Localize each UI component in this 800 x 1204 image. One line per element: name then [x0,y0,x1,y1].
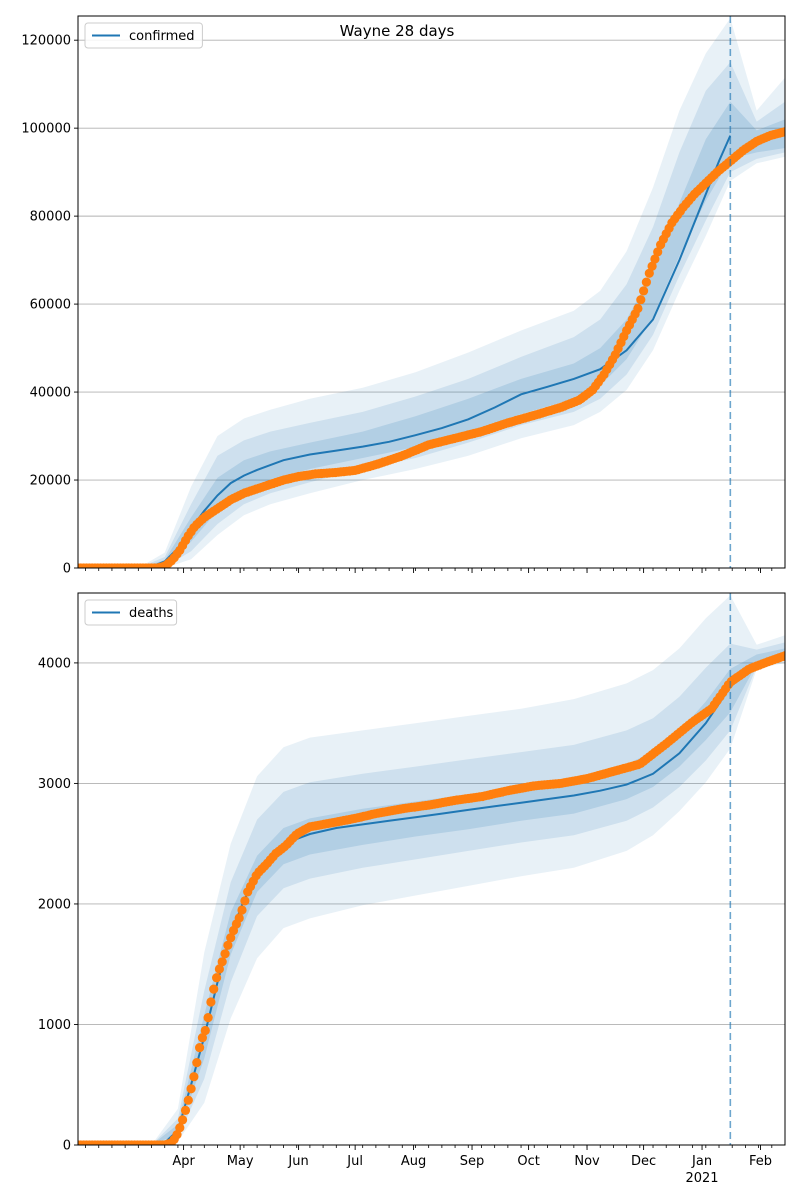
y-tick-label: 120000 [21,34,71,49]
observed-point [237,905,247,915]
observed-point [212,973,222,983]
deaths-panel: 0 1000 2000 3000 4000 Apr May Jun Jul Aug Sep Oct No… [38,592,786,1186]
observed-point [639,286,649,296]
y-tick-label: 4000 [38,656,71,671]
x-tick-label: Apr [172,1154,195,1169]
observed-point [200,1025,210,1036]
observed-point [240,896,250,906]
uncertainty-band [151,648,785,1145]
y-tick-label: 2000 [38,897,71,912]
uncertainty-band [151,595,785,1145]
plot-area [78,18,785,568]
x-tick-label: Oct [517,1154,539,1169]
x-tick-label: Aug [401,1154,426,1169]
y-tick-label: 100000 [21,122,71,137]
observed-point [178,1115,188,1125]
observed-point [214,964,224,974]
x-tick-label: Jul [346,1154,363,1169]
observed-point [206,997,216,1007]
observed-point [197,1033,207,1043]
legend-label: confirmed [129,29,195,44]
x-year-label: 2021 [685,1171,718,1186]
legend-box [84,22,203,49]
observed-point [203,1013,213,1023]
observed-point [192,1058,202,1068]
observed-point [653,247,663,257]
y-tick-label: 20000 [30,474,71,489]
chart-title: Wayne 28 days [340,22,455,40]
observed-point [641,277,652,287]
observed-point [209,984,219,994]
observed-point [172,1130,182,1140]
observed-point [650,254,660,264]
y-tick-label: 1000 [38,1018,71,1033]
axes-frame [77,592,786,1146]
observed-point [780,651,785,661]
y-tick-label: 60000 [30,298,71,313]
x-tick-label: Jan [691,1154,712,1169]
y-tick-label: 0 [63,1139,71,1154]
observed-point [186,1084,196,1094]
y-tick-label: 40000 [30,386,71,401]
axes-frame [77,15,786,569]
observed-point [647,261,657,271]
observed-point [217,957,227,967]
x-tick-label: Nov [574,1154,600,1169]
legend-label: deaths [129,606,174,621]
observed-point [223,940,233,950]
x-tick-label: Sep [460,1154,485,1169]
x-tick-label: Dec [631,1154,656,1169]
plot-area [78,595,785,1145]
x-tick-label: May [227,1154,254,1169]
observed-point [636,295,646,305]
uncertainty-band [138,62,785,568]
observed-point [644,268,654,278]
observed-point [195,1043,205,1053]
observed-point [180,1105,191,1115]
observed-point [220,949,230,959]
uncertainty-band [138,18,785,568]
observed-point [633,303,643,314]
observed-point [226,933,236,943]
observed-point [175,1123,185,1133]
x-tick-label: Jun [287,1154,308,1169]
confirmed-panel: 0 20000 40000 60000 80000 100000 120000 confirm… [21,15,786,577]
observed-point [234,913,244,923]
observed-point [183,1095,193,1105]
observed-point [780,127,785,137]
observed-point [189,1072,199,1082]
legend-box [84,599,178,626]
uncertainty-band [138,101,785,568]
y-tick-label: 0 [63,562,71,577]
x-tick-label: Feb [749,1154,772,1169]
y-tick-label: 80000 [30,210,71,225]
y-tick-label: 3000 [38,777,71,792]
